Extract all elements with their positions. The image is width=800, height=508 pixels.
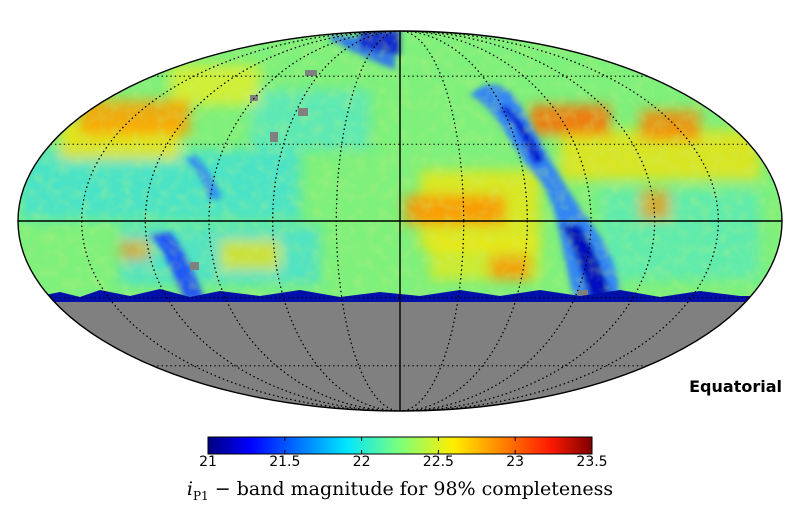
colorbar-tick-label: 22.5 bbox=[422, 454, 454, 470]
coordinate-frame-label: Equatorial bbox=[689, 377, 782, 396]
map-outline bbox=[17, 30, 783, 412]
colorbar-ticks bbox=[207, 437, 593, 454]
caption-symbol: i bbox=[186, 478, 193, 500]
colorbar-gradient bbox=[207, 436, 593, 455]
colorbar-tick-label: 22 bbox=[352, 454, 371, 470]
colorbar-tick-label: 23.5 bbox=[576, 454, 608, 470]
colorbar-tick-label: 21.5 bbox=[269, 454, 301, 470]
colorbar-tick-label: 23 bbox=[506, 454, 525, 470]
colorbar-caption: iP1 − band magnitude for 98% completenes… bbox=[0, 478, 800, 503]
colorbar-tick-label: 21 bbox=[199, 454, 217, 470]
caption-text: − band magnitude for 98% completeness bbox=[208, 478, 614, 500]
caption-subscript: P1 bbox=[192, 488, 209, 503]
